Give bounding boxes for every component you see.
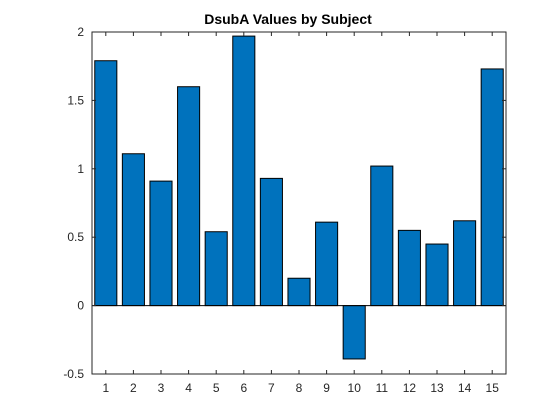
y-axis: -0.5 0 0.5 1 1.5 2 xyxy=(63,25,506,381)
x-tick-label: 1 xyxy=(102,381,109,395)
bar-subject-9 xyxy=(315,221,339,307)
y-tick-label: -0.5 xyxy=(63,367,84,381)
x-tick-label: 3 xyxy=(158,381,165,395)
bar-subject-7 xyxy=(259,177,283,307)
x-tick-label: 6 xyxy=(240,381,247,395)
bar-subject-10 xyxy=(342,305,366,360)
x-tick-label: 7 xyxy=(268,381,275,395)
x-tick-label: 4 xyxy=(185,381,192,395)
y-tick-label: 2 xyxy=(77,25,84,39)
x-axis: 1 2 3 4 5 6 7 8 9 10 11 12 13 14 15 xyxy=(102,32,499,395)
chart-title: DsubA Values by Subject xyxy=(204,11,372,27)
x-tick-label: 10 xyxy=(348,381,362,395)
x-tick-label: 14 xyxy=(458,381,472,395)
bars-group xyxy=(94,35,504,360)
bar-subject-13 xyxy=(425,243,449,307)
y-tick-label: 1.5 xyxy=(67,93,84,107)
x-tick-label: 11 xyxy=(376,381,389,395)
bar-subject-12 xyxy=(397,229,421,307)
x-tick-label: 13 xyxy=(430,381,444,395)
bar-subject-8 xyxy=(287,277,311,307)
bar-subject-6 xyxy=(232,35,256,307)
bar-subject-15 xyxy=(480,68,504,307)
x-tick-label: 5 xyxy=(213,381,220,395)
y-tick-label: 0 xyxy=(77,299,84,313)
x-tick-label: 2 xyxy=(130,381,137,395)
bar-subject-1 xyxy=(94,60,118,307)
bar-subject-14 xyxy=(453,220,477,307)
x-tick-label: 8 xyxy=(296,381,303,395)
bar-subject-2 xyxy=(121,153,145,307)
y-tick-label: 1 xyxy=(77,162,84,176)
x-tick-label: 12 xyxy=(403,381,417,395)
x-tick-label: 9 xyxy=(323,381,330,395)
y-tick-label: 0.5 xyxy=(67,230,84,244)
bar-subject-4 xyxy=(177,86,201,307)
bar-subject-3 xyxy=(149,180,173,307)
bar-subject-11 xyxy=(370,165,394,307)
bar-subject-5 xyxy=(204,231,228,307)
x-tick-label: 15 xyxy=(486,381,500,395)
